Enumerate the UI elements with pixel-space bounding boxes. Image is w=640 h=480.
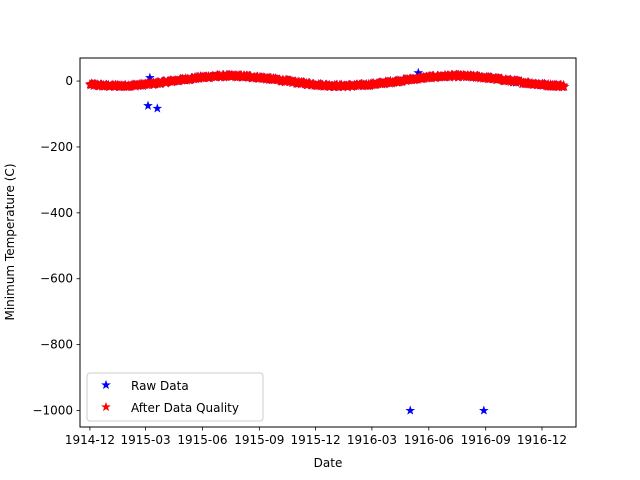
legend-marker-after-data-quality [101,401,111,412]
y-tick-label: −1000 [32,404,73,418]
legend-star-after-data-quality [101,401,111,412]
x-axis-ticks: 1914-12 1915-03 1915-06 1915-09 1915-12 1916-… [65,427,567,447]
y-tick-label: −400 [40,206,73,220]
y-tick-label: −800 [40,338,73,352]
x-tick-label: 1915-06 [177,433,227,447]
legend-label-raw-data: Raw Data [131,379,189,393]
x-tick-label: 1916-09 [461,433,511,447]
legend-label-after-data-quality: After Data Quality [131,401,239,415]
x-tick-label: 1916-03 [347,433,397,447]
legend-box [86,372,264,422]
after-data-quality-point [559,81,570,91]
legend-marker-raw-data [101,379,111,390]
x-tick-label: 1914-12 [65,433,115,447]
plot-frame [79,57,577,428]
x-tick-label: 1916-12 [517,433,567,447]
points-layer [85,67,570,415]
y-tick-label: −200 [40,140,73,154]
y-tick-label: −600 [40,272,73,286]
y-tick-label: 0 [65,74,73,88]
x-tick-label: 1915-03 [120,433,170,447]
y-axis-title: Minimum Temperature (C) [3,164,17,321]
x-axis-title: Date [314,456,343,470]
x-tick-label: 1915-12 [291,433,341,447]
x-tick-label: 1915-09 [234,433,284,447]
raw-data-outlier-point [405,405,416,415]
raw-data-outlier-point [478,405,489,415]
raw-data-outlier-point [152,103,163,113]
legend: Raw Data After Data Quality [86,372,264,422]
y-axis-ticks: 0 −200 −400 −600 −800 −1000 [32,74,80,418]
x-tick-label: 1916-06 [404,433,454,447]
raw-data-outlier-point [143,100,153,110]
legend-star-raw-data [101,379,111,390]
